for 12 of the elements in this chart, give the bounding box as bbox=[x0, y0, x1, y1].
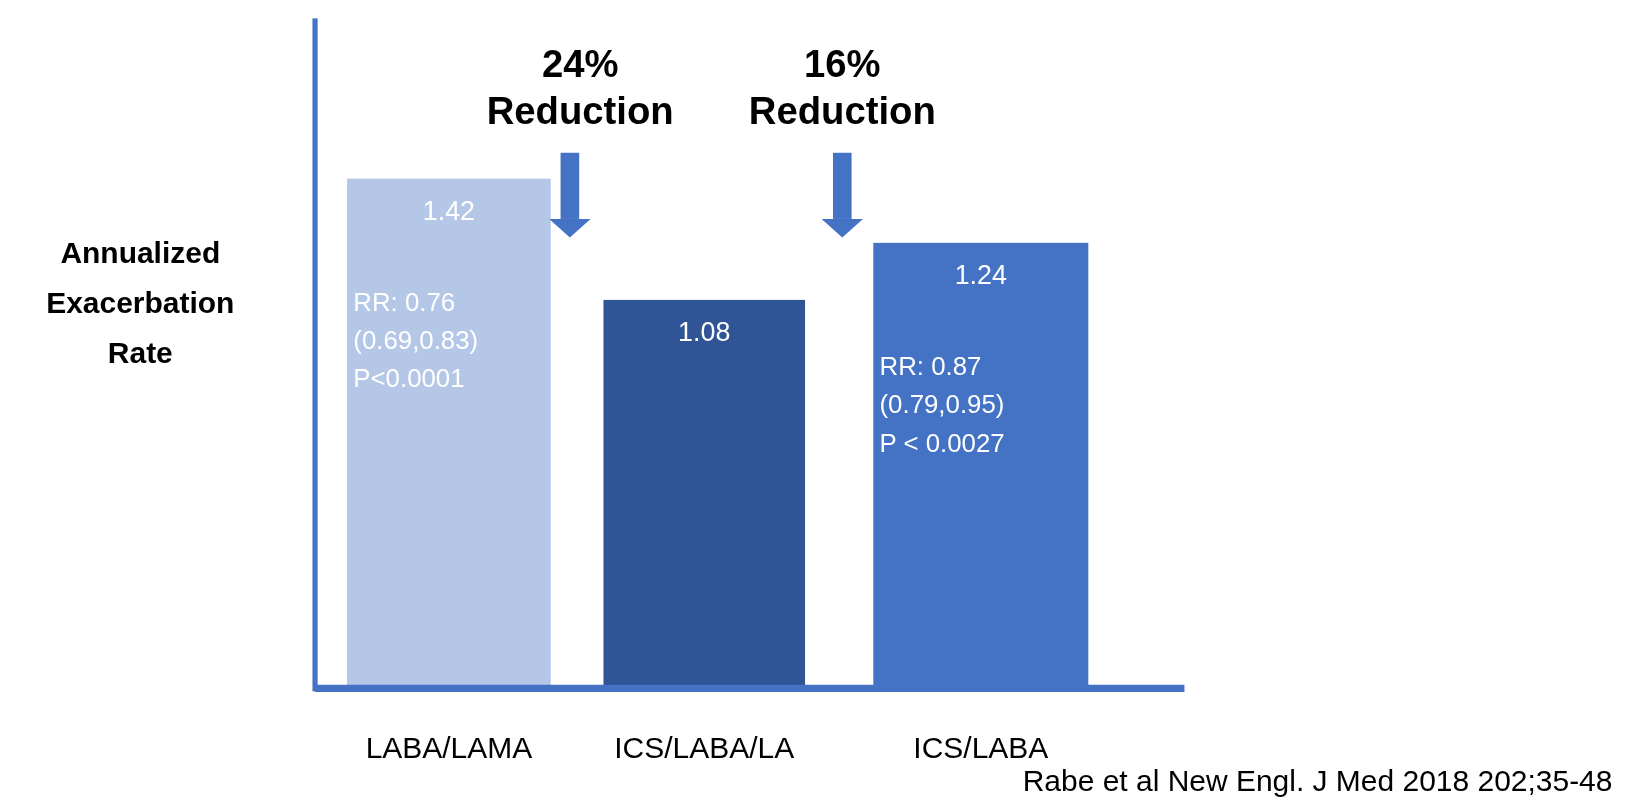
data-label: 1.24 bbox=[954, 260, 1007, 291]
x-tick-label: ICS/LABA/LA bbox=[614, 730, 795, 764]
y-axis-title: Annualized Exacerbation Rate bbox=[46, 236, 235, 369]
annotation: RR: 0.76 (0.69,0.83) P<0.0001 bbox=[353, 287, 479, 393]
text: Rabe et al New Engl. J Med 2018 202;35-48 bbox=[1022, 763, 1613, 797]
data-label: 1.42 bbox=[422, 195, 476, 226]
annotation: RR: 0.87 (0.79,0.95) P < 0.0027 bbox=[879, 352, 1005, 457]
x-tick-label: LABA/LAMA bbox=[365, 730, 533, 764]
data-label: 1.08 bbox=[678, 317, 731, 348]
text: 16% Reduction bbox=[748, 42, 936, 132]
x-tick-label: ICS/LABA bbox=[913, 730, 1049, 764]
text: 24% Reduction bbox=[486, 42, 674, 132]
